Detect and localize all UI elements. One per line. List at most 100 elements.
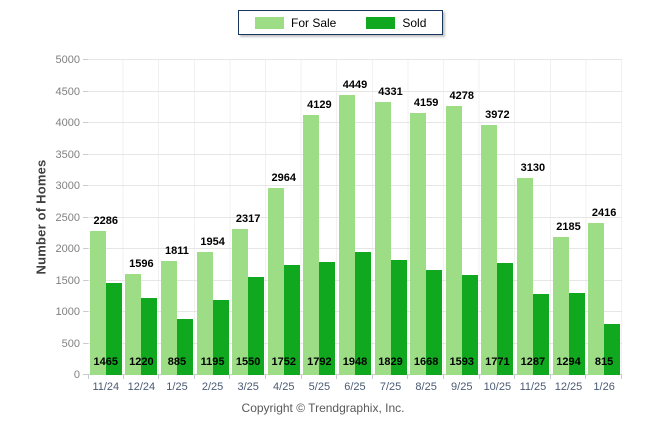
for-sale-bar [267, 188, 284, 375]
sold-value-label: 1948 [342, 356, 368, 368]
sold-value-label: 1287 [520, 356, 546, 368]
y-tick-mark [83, 248, 88, 249]
y-tick-label: 4000 [55, 117, 80, 129]
sold-bar [212, 299, 229, 375]
for-sale-value-label: 4449 [342, 78, 368, 91]
sold-bar [532, 293, 549, 375]
gridline-5000: 5000 [56, 54, 622, 66]
x-axis-label: 5/25 [308, 381, 331, 393]
for-sale-bar [445, 105, 462, 375]
bar-group-2/25: 1954 1195 2/25 [195, 60, 231, 393]
bar-pair [303, 114, 336, 375]
x-axis-label: 2/25 [201, 381, 224, 393]
y-tick-label: 5000 [55, 54, 80, 66]
sold-bar [426, 269, 443, 375]
y-tick-mark [83, 279, 88, 281]
x-axis-left-tick [88, 375, 89, 379]
sold-bar [141, 298, 158, 375]
for-sale-bar [588, 222, 605, 375]
y-tick-label: 1000 [55, 306, 80, 318]
sold-value-label: 1771 [485, 356, 510, 368]
bar-pair [552, 237, 585, 375]
gridline-3500: 3500 [56, 149, 622, 161]
for-sale-value-label: 3130 [520, 161, 546, 174]
for-sale-value-label: 2416 [591, 206, 617, 219]
y-tick-label: 500 [61, 337, 80, 350]
bar-group-7/25: 4331 1829 7/25 [373, 60, 409, 393]
sold-value-label: 1195 [200, 356, 225, 368]
y-tick-mark [83, 90, 88, 92]
bar-pair [445, 105, 478, 375]
sold-value-label: 1465 [93, 356, 119, 368]
sold-value-label: 1668 [413, 356, 439, 368]
sold-value-label: 1294 [556, 356, 581, 368]
for-sale-value-label: 2317 [235, 213, 261, 226]
x-axis-label: 8/25 [415, 381, 437, 393]
for-sale-value-label: 2964 [271, 172, 297, 185]
for-sale-bar [160, 260, 177, 375]
plot-area: 0 500 1000 1500 2000 2500 3000 3500 4000 4500 5000… [56, 54, 622, 393]
for-sale-bar [125, 274, 142, 375]
bar-group-12/25: 2185 1294 12/25 [551, 60, 587, 393]
for-sale-value-label: 1596 [129, 258, 154, 271]
bar-group-1/26: 2416 815 1/26 [586, 60, 622, 393]
bar-group-12/24: 1596 1220 12/24 [124, 60, 160, 393]
gridline-2500: 2500 [56, 212, 622, 224]
sold-bar [497, 263, 514, 375]
for-sale-value-label: 1811 [165, 244, 189, 257]
for-sale-value-label: 1954 [200, 235, 225, 248]
gridline-2000: 2000 [56, 243, 622, 255]
y-tick-label: 3500 [55, 148, 80, 161]
for-sale-swatch-icon [255, 16, 284, 29]
bar-pair [160, 260, 193, 375]
x-axis-label: 11/25 [519, 381, 547, 393]
gridline-4000: 4000 [56, 117, 622, 129]
bar-group-8/25: 4159 1668 8/25 [408, 60, 444, 393]
y-tick-mark [83, 185, 88, 186]
y-tick-label: 4500 [55, 85, 80, 98]
for-sale-bar [374, 102, 391, 375]
for-sale-value-label: 4159 [413, 96, 439, 109]
legend-label-for-sale: For Sale [291, 15, 337, 30]
x-axis-label: 3/25 [237, 381, 259, 393]
bar-pair [481, 124, 514, 375]
x-axis-label: 10/25 [483, 381, 512, 393]
x-axis-label: 9/25 [451, 381, 473, 393]
sold-value-label: 1550 [235, 356, 261, 368]
x-axis-label: 1/26 [593, 381, 615, 393]
gridline-3000: 3000 [56, 180, 622, 192]
sold-value-label: 1829 [378, 356, 403, 368]
for-sale-bar [481, 124, 498, 375]
y-tick-label: 1500 [55, 274, 80, 287]
bar-pair [196, 251, 229, 375]
y-tick-mark [83, 216, 88, 218]
for-sale-bar [338, 94, 355, 375]
y-tick-label: 3000 [55, 180, 80, 192]
bar-group-5/25: 4129 1792 5/25 [302, 60, 338, 393]
y-tick-mark [83, 342, 88, 344]
bar-group-4/25: 2964 1752 4/25 [266, 60, 302, 393]
sold-bar [390, 259, 407, 375]
y-tick-mark [83, 374, 88, 375]
for-sale-bar [89, 230, 106, 375]
x-axis-label: 1/25 [166, 381, 188, 393]
for-sale-value-label: 4129 [307, 98, 332, 111]
y-tick-mark [83, 59, 88, 60]
legend-label-sold: Sold [402, 15, 427, 30]
sold-value-label: 1220 [129, 356, 154, 368]
for-sale-value-label: 3972 [485, 108, 510, 121]
legend-entry-for-sale: For Sale [255, 16, 336, 30]
y-tick-mark [83, 153, 88, 155]
bar-pair [232, 229, 265, 375]
bar-pair [410, 112, 443, 375]
for-sale-bar [410, 112, 427, 375]
bar-group-6/25: 4449 1948 6/25 [337, 60, 373, 393]
y-tick-mark [83, 311, 88, 312]
bar-group-3/25: 2317 1550 3/25 [230, 60, 266, 393]
bar-pair [89, 230, 122, 375]
y-axis-title: Number of Homes [33, 159, 49, 275]
bar-pair [125, 274, 158, 375]
sold-value-label: 885 [167, 356, 187, 368]
bar-group-11/24: 2286 1465 11/24 [88, 60, 124, 393]
sold-swatch-icon [366, 16, 396, 29]
